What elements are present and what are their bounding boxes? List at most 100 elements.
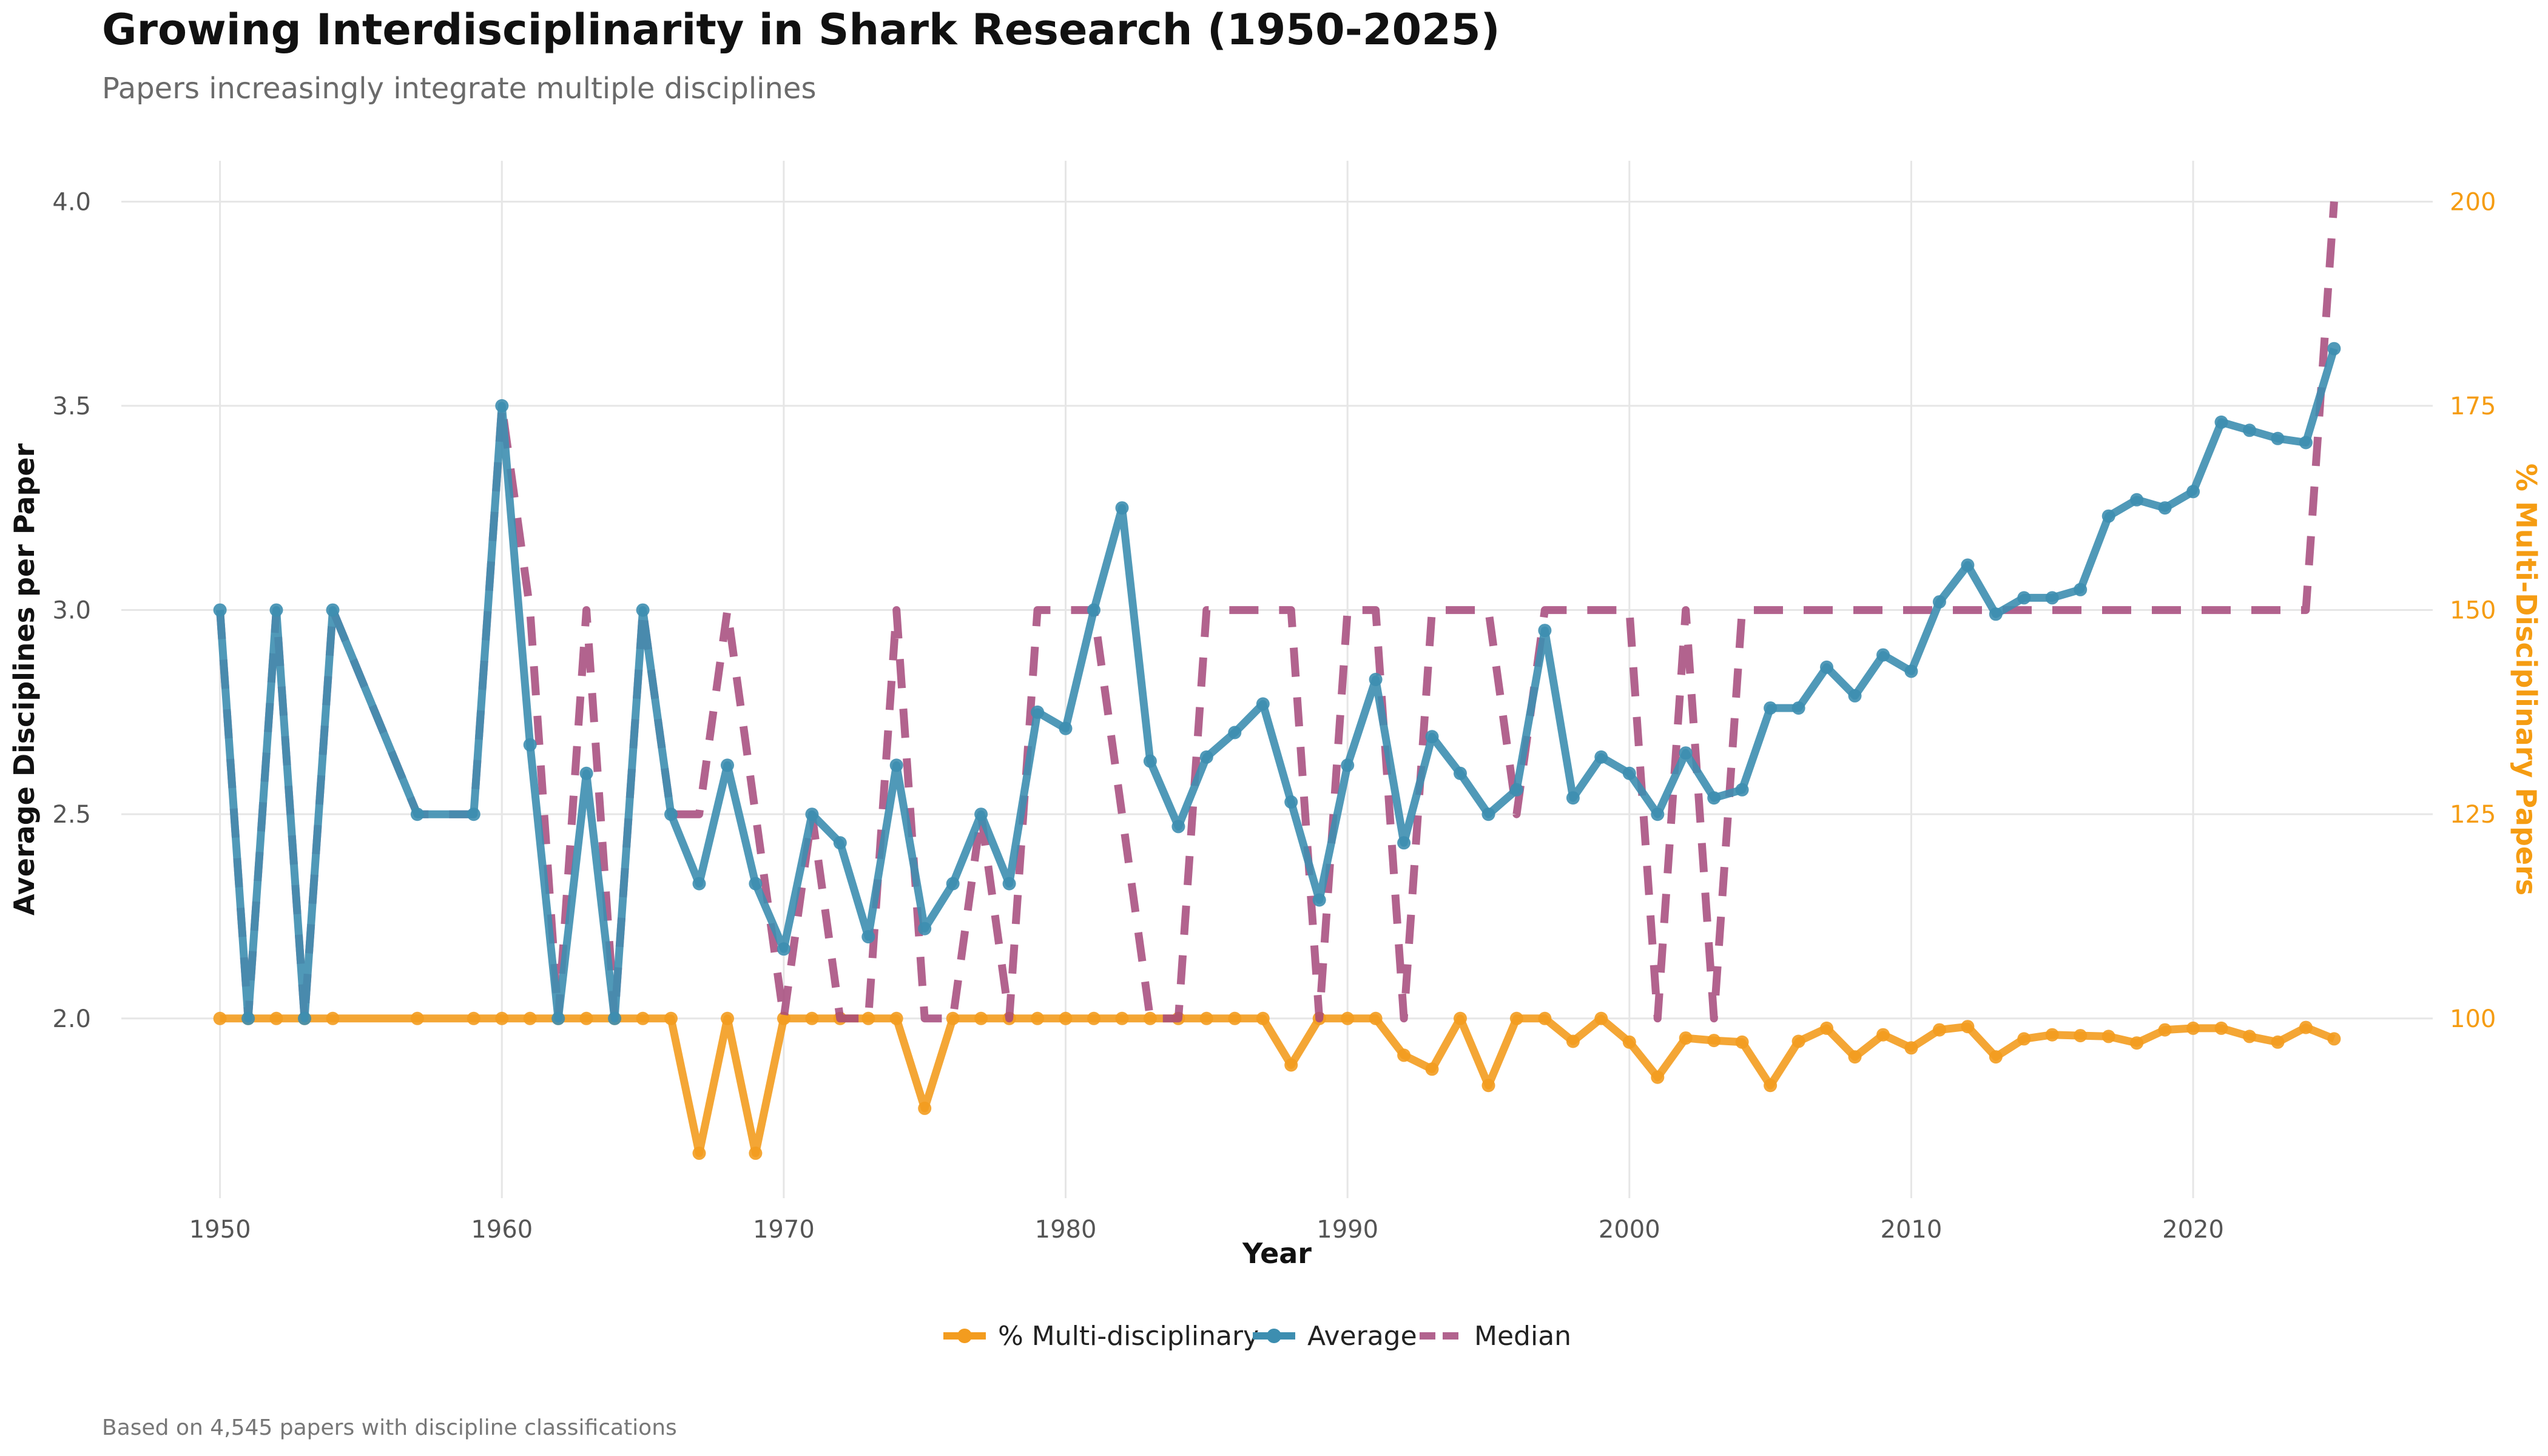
data-point-average <box>1764 701 1778 715</box>
data-point-average <box>721 758 734 772</box>
axis-ticks: 1950 1960 1970 1980 1990 2000 2010 2020 2.0 2.5 3.… <box>52 188 2496 1244</box>
data-point-average <box>1454 766 1467 780</box>
data-point-average <box>1679 746 1693 760</box>
y-tick-label: 2.0 <box>52 1005 91 1033</box>
data-point-multi <box>269 1011 283 1025</box>
series-multi <box>213 1011 2341 1160</box>
data-point-average <box>1199 750 1213 764</box>
chart-title: Growing Interdisciplinarity in Shark Res… <box>102 5 1500 55</box>
data-point-average <box>1228 726 1242 740</box>
x-tick-label: 1960 <box>471 1216 533 1244</box>
data-point-average <box>664 807 678 821</box>
data-point-average <box>1312 893 1326 907</box>
legend-key-point <box>1267 1329 1281 1343</box>
data-point-multi <box>889 1011 903 1025</box>
data-point-multi <box>1791 1034 1805 1048</box>
data-point-multi <box>1904 1041 1918 1055</box>
data-point-multi <box>1764 1079 1778 1093</box>
data-point-average <box>2271 431 2285 445</box>
data-point-multi <box>410 1011 424 1025</box>
data-point-average <box>2074 582 2088 596</box>
data-point-average <box>1087 603 1100 617</box>
data-point-multi <box>1538 1011 1552 1025</box>
data-point-multi <box>1115 1011 1129 1025</box>
y-right-tick-label: 175 <box>2450 393 2496 420</box>
data-point-multi <box>2243 1030 2256 1043</box>
data-point-average <box>1707 791 1721 805</box>
series-layer <box>213 201 2341 1160</box>
data-point-average <box>805 807 819 821</box>
data-point-average <box>1143 754 1157 768</box>
y-right-tick-label: 150 <box>2450 597 2496 625</box>
data-point-average <box>410 807 424 821</box>
legend: % Multi-disciplinary Average Median <box>943 1321 1571 1352</box>
data-point-multi <box>579 1011 593 1025</box>
data-point-multi <box>2045 1028 2059 1042</box>
legend-item: Median <box>1420 1321 1571 1352</box>
data-point-average <box>2327 342 2341 356</box>
data-point-average <box>1651 807 1665 821</box>
data-point-average <box>946 877 960 891</box>
data-point-average <box>833 836 847 850</box>
series-average <box>213 342 2341 1025</box>
legend-label: Median <box>1474 1321 1571 1352</box>
x-tick-label: 1980 <box>1035 1216 1097 1244</box>
data-point-average <box>692 877 706 891</box>
data-point-average <box>1284 795 1298 809</box>
data-point-multi <box>946 1011 960 1025</box>
legend-key-point <box>957 1329 972 1343</box>
data-point-multi <box>805 1011 819 1025</box>
data-point-average <box>2186 485 2200 499</box>
data-point-average <box>2243 423 2256 437</box>
data-point-multi <box>861 1011 875 1025</box>
data-point-multi <box>1369 1011 1383 1025</box>
data-point-multi <box>1594 1011 1608 1025</box>
data-point-average <box>467 807 480 821</box>
data-point-average <box>1848 689 1862 703</box>
series-line-median <box>216 201 2338 1023</box>
data-point-average <box>608 1011 622 1025</box>
y-tick-label: 4.0 <box>52 188 91 216</box>
data-point-average <box>636 603 650 617</box>
data-point-average <box>2045 591 2059 605</box>
data-point-multi <box>1622 1035 1636 1049</box>
data-point-average <box>523 738 537 752</box>
data-point-multi <box>1989 1050 2003 1064</box>
y-right-tick-label: 125 <box>2450 801 2496 829</box>
data-point-average <box>1904 664 1918 678</box>
y-tick-label: 3.0 <box>52 597 91 625</box>
data-point-average <box>1059 721 1073 735</box>
series-median <box>216 201 2338 1023</box>
data-point-multi <box>1481 1079 1495 1093</box>
data-point-average <box>1594 750 1608 764</box>
data-point-multi <box>1735 1035 1749 1049</box>
y-right-axis-title: % Multi-Disciplinary Papers <box>2510 463 2543 895</box>
data-point-average <box>777 942 790 956</box>
data-point-multi <box>1679 1031 1693 1045</box>
data-point-average <box>749 877 763 891</box>
data-point-average <box>2017 591 2031 605</box>
data-point-average <box>1115 501 1129 515</box>
data-point-multi <box>1961 1020 1975 1034</box>
data-point-average <box>889 758 903 772</box>
data-point-average <box>579 766 593 780</box>
data-point-average <box>1989 607 2003 621</box>
data-point-average <box>1538 624 1552 638</box>
x-tick-label: 1990 <box>1316 1216 1378 1244</box>
data-point-multi <box>1651 1070 1665 1084</box>
data-point-average <box>1820 660 1833 674</box>
x-tick-label: 2020 <box>2162 1216 2224 1244</box>
data-point-multi <box>749 1146 763 1160</box>
data-point-multi <box>1425 1062 1439 1076</box>
data-point-average <box>213 603 227 617</box>
data-point-multi <box>326 1011 340 1025</box>
data-point-multi <box>1454 1011 1467 1025</box>
data-point-multi <box>2186 1021 2200 1035</box>
data-point-average <box>1566 791 1580 805</box>
y-axis-title: Average Disciplines per Paper <box>8 443 41 916</box>
data-point-average <box>1341 758 1355 772</box>
data-point-multi <box>636 1011 650 1025</box>
data-point-average <box>326 603 340 617</box>
data-point-average <box>2214 415 2228 429</box>
data-point-multi <box>1932 1023 1946 1037</box>
